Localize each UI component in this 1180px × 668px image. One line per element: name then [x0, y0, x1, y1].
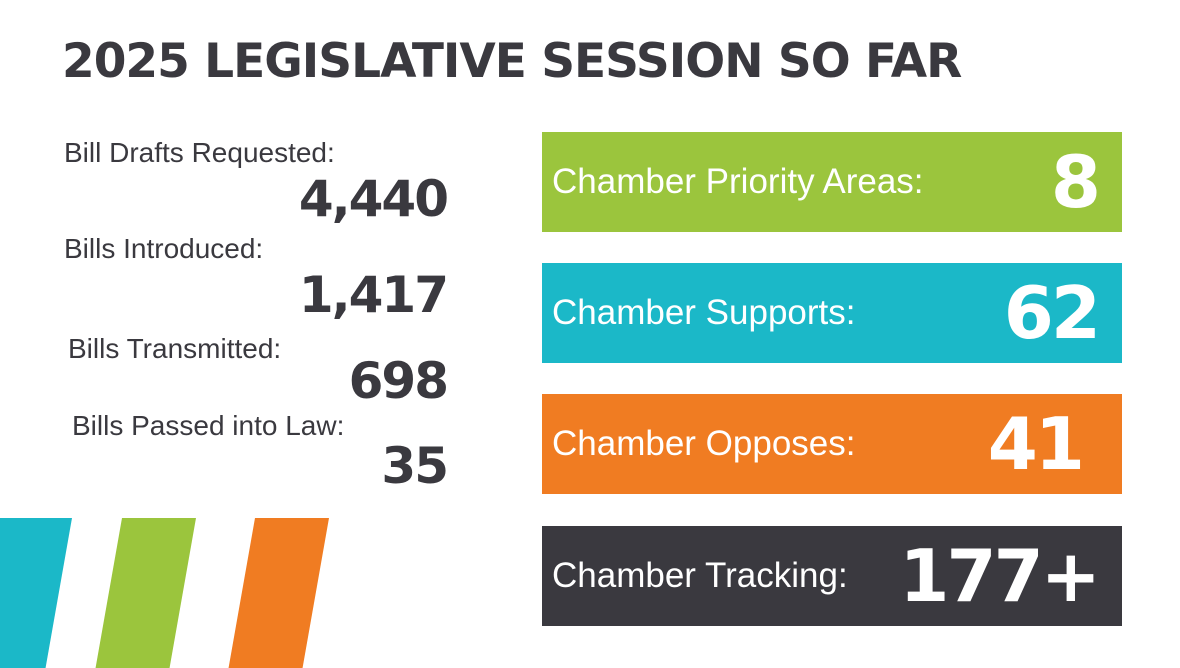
stat-value-bills-passed: 35	[381, 437, 449, 495]
priority-areas-box: Chamber Priority Areas: 8	[542, 132, 1122, 232]
page-title: 2025 LEGISLATIVE SESSION SO FAR	[62, 34, 962, 89]
supports-value: 62	[1003, 271, 1101, 355]
decorative-stripe-orange	[228, 518, 329, 668]
stat-value-bills-introduced: 1,417	[298, 266, 449, 324]
decorative-stripe-teal	[0, 518, 73, 668]
opposes-label: Chamber Opposes:	[552, 424, 856, 463]
stat-label-bill-drafts: Bill Drafts Requested:	[64, 137, 335, 168]
supports-box: Chamber Supports: 62	[542, 263, 1122, 363]
tracking-value: 177+	[899, 534, 1101, 618]
decorative-stripe-green	[95, 518, 196, 668]
stat-value-bill-drafts: 4,440	[298, 170, 449, 228]
tracking-box: Chamber Tracking: 177+	[542, 526, 1122, 626]
opposes-box: Chamber Opposes: 41	[542, 394, 1122, 494]
opposes-value: 41	[987, 402, 1085, 486]
stat-label-bills-passed: Bills Passed into Law:	[72, 410, 345, 441]
priority-areas-value: 8	[1050, 140, 1101, 224]
stat-label-bills-transmitted: Bills Transmitted:	[68, 333, 282, 364]
tracking-label: Chamber Tracking:	[552, 556, 848, 595]
priority-areas-label: Chamber Priority Areas:	[552, 162, 924, 201]
supports-label: Chamber Supports:	[552, 293, 856, 332]
stat-value-bills-transmitted: 698	[348, 352, 449, 410]
stat-label-bills-introduced: Bills Introduced:	[64, 233, 264, 264]
